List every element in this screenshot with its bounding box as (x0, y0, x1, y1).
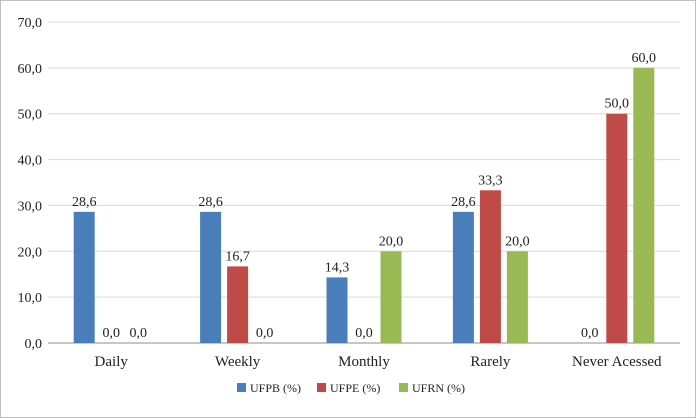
bar (506, 251, 528, 343)
y-tick-label: 70,0 (18, 16, 43, 31)
y-tick-label: 50,0 (18, 108, 43, 123)
data-label: 28,6 (451, 195, 476, 210)
bars (73, 67, 655, 343)
bar (73, 211, 95, 343)
y-tick-label: 20,0 (18, 245, 43, 260)
category-label: Daily (95, 354, 129, 370)
legend-swatch (399, 383, 408, 392)
bar (380, 251, 402, 343)
y-tick-label: 60,0 (18, 62, 43, 77)
data-label: 60,0 (632, 51, 657, 66)
category-label: Monthly (338, 354, 390, 370)
data-labels: 28,60,0 0,028,616,70,014,30,020,028,633,3… (72, 51, 656, 341)
data-label: 0,0 (581, 326, 599, 341)
data-label: 28,6 (198, 195, 223, 210)
category-label: Never Acessed (572, 354, 662, 370)
y-tick-label: 0,0 (25, 337, 43, 352)
data-label: 20,0 (379, 234, 404, 249)
legend-swatch (237, 383, 246, 392)
bar (326, 277, 348, 343)
data-label: 0,0 (355, 326, 373, 341)
x-axis-category-labels: Daily Weekly Monthly Rarely Never Acessed (95, 354, 663, 370)
y-tick-label: 30,0 (18, 199, 43, 214)
bar (227, 266, 249, 343)
data-label: 16,7 (225, 249, 250, 264)
data-label: 28,6 (72, 195, 97, 210)
category-label: Rarely (470, 354, 510, 370)
legend-label: UFRN (%) (412, 381, 465, 395)
legend-label: UFPE (%) (330, 381, 380, 395)
legend-label: UFPB (%) (250, 381, 301, 395)
bar (200, 211, 222, 343)
gridlines (48, 21, 680, 344)
bar (452, 211, 474, 343)
bar (633, 67, 655, 343)
data-label: 0,0 (256, 326, 274, 341)
data-label: 50,0 (605, 97, 630, 112)
data-label: 33,3 (478, 173, 503, 188)
legend-swatch (317, 383, 326, 392)
y-tick-label: 40,0 (18, 154, 43, 169)
legend: UFPB (%) UFPE (%) UFRN (%) (237, 381, 465, 395)
bar (606, 113, 628, 343)
data-label: 0,0 (129, 326, 147, 341)
bar (479, 190, 501, 343)
y-axis-tick-labels: 0,0 10,0 20,0 30,0 40,0 50,0 60,0 70,0 (18, 16, 43, 352)
data-label: 0,0 (102, 326, 120, 341)
y-tick-label: 10,0 (18, 291, 43, 306)
data-label: 14,3 (325, 260, 350, 275)
category-label: Weekly (215, 354, 261, 370)
data-label: 20,0 (505, 234, 530, 249)
